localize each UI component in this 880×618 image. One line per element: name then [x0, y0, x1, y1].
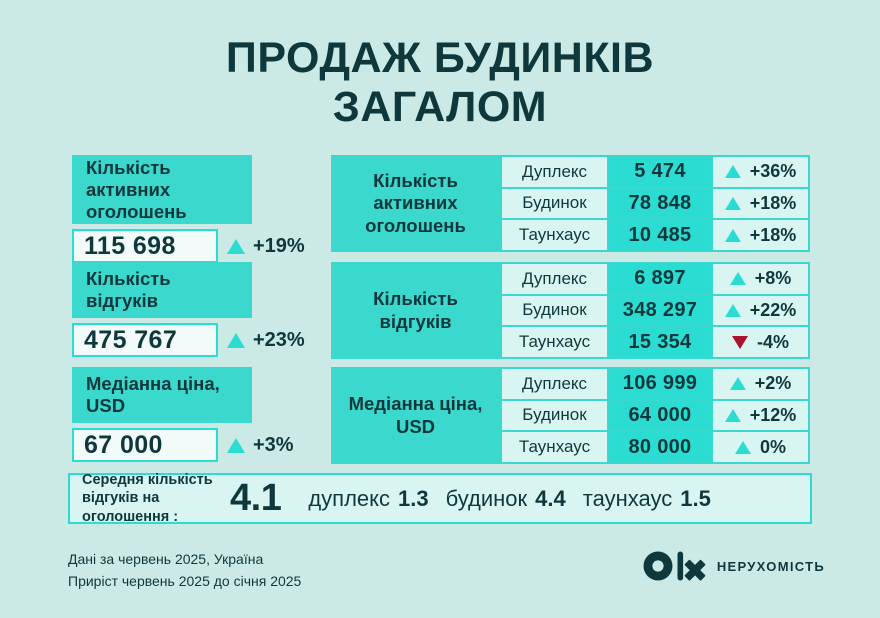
value-cell: 10 485: [609, 220, 711, 250]
stat-card-median-price: Медіанна ціна, USD 67 000 +3%: [72, 367, 327, 462]
stat-card-value-row: 115 698 +19%: [72, 229, 327, 264]
trend-up-icon: [724, 408, 741, 422]
change-cell: +8%: [713, 264, 808, 294]
avg-item-name: дуплекс: [308, 485, 391, 511]
value-cell: 78 848: [609, 188, 711, 219]
change-value: -4%: [756, 331, 789, 352]
change-value: +23%: [253, 328, 305, 351]
table-label: Кількість активних оголошень: [365, 170, 466, 236]
avg-item-value: 1.3: [398, 485, 429, 511]
footnote-line1: Дані за червень 2025, Україна: [68, 551, 264, 567]
category-cell: Будинок: [502, 295, 607, 326]
change-cell: +12%: [713, 400, 808, 431]
trend-up-icon: [724, 228, 741, 242]
trend-up-icon: [734, 440, 751, 454]
stat-card-change: +23%: [227, 329, 305, 352]
change-value: +12%: [749, 404, 797, 425]
page-title-line2: ЗАГАЛОМ: [332, 83, 548, 131]
stat-card-change: +3%: [227, 434, 294, 457]
olx-logo-icon: [643, 551, 706, 581]
stat-card-value-row: 475 767 +23%: [72, 323, 327, 357]
trend-up-icon: [227, 238, 245, 254]
breakdown-table-responses: Кількість відгуків Дуплекс 6 897 +8% Буд…: [331, 262, 810, 359]
trend-up-icon: [724, 303, 741, 317]
trend-up-icon: [724, 196, 741, 210]
change-value: +18%: [749, 224, 797, 245]
trend-up-icon: [724, 165, 741, 179]
change-cell: +2%: [713, 369, 808, 399]
trend-down-icon: [731, 335, 748, 349]
change-cell: +36%: [713, 157, 808, 187]
stat-card-label: Кількість відгуків: [72, 262, 252, 318]
value-cell: 348 297: [609, 295, 711, 326]
change-value: +18%: [749, 192, 797, 213]
stat-card-label: Кількість активних оголошень: [72, 155, 252, 225]
stat-card-responses: Кількість відгуків 475 767 +23%: [72, 262, 327, 357]
category-cell: Таунхаус: [502, 220, 607, 250]
stat-card-active-listings: Кількість активних оголошень 115 698 +19…: [72, 155, 327, 264]
breakdown-table-median-price: Медіанна ціна, USD Дуплекс 106 999 +2% Б…: [331, 367, 810, 464]
change-cell: +22%: [713, 295, 808, 326]
value-cell: 64 000: [609, 400, 711, 431]
avg-overall-value: 4.1: [230, 477, 282, 519]
value-cell: 6 897: [609, 264, 711, 294]
trend-up-icon: [227, 332, 245, 348]
stat-card-value-row: 67 000 +3%: [72, 428, 327, 462]
category-cell: Дуплекс: [502, 369, 607, 399]
value-cell: 5 474: [609, 157, 711, 187]
change-value: +19%: [253, 234, 305, 257]
avg-responses-bar: Середня кількість відгуків на оголошення…: [68, 472, 812, 525]
value-cell: 15 354: [609, 327, 711, 357]
breakdown-table-active-listings: Кількість активних оголошень Дуплекс 5 4…: [331, 155, 810, 252]
trend-up-icon: [729, 377, 746, 391]
change-cell: +18%: [713, 220, 808, 250]
table-grid: Дуплекс 106 999 +2% Будинок 64 000 +12% …: [500, 367, 810, 464]
avg-item-house: будинок 4.4: [446, 486, 566, 512]
avg-responses-label: Середня кількість відгуків на оголошення…: [82, 472, 213, 525]
brand: НЕРУХОМІСТЬ: [643, 549, 825, 583]
stat-card-value: 115 698: [72, 229, 218, 264]
change-value: +22%: [749, 299, 797, 320]
change-value: +2%: [754, 373, 792, 394]
category-cell: Дуплекс: [502, 157, 607, 187]
change-value: +8%: [754, 268, 792, 289]
value-cell: 80 000: [609, 432, 711, 462]
change-value: 0%: [759, 436, 786, 457]
brand-label: НЕРУХОМІСТЬ: [716, 558, 825, 574]
stat-card-value: 475 767: [72, 323, 218, 357]
stat-card-value: 67 000: [72, 428, 218, 462]
table-label: Медіанна ціна, USD: [348, 393, 483, 437]
avg-item-value: 4.4: [535, 485, 566, 511]
change-cell: 0%: [713, 432, 808, 462]
change-value: +3%: [253, 433, 294, 456]
category-cell: Будинок: [502, 188, 607, 219]
avg-item-townhouse: таунхаус 1.5: [583, 486, 711, 512]
avg-item-value: 1.5: [680, 485, 711, 511]
footnote: Дані за червень 2025, Україна Приріст че…: [68, 548, 301, 592]
avg-item-name: таунхаус: [582, 485, 673, 511]
footnote-line2: Приріст червень 2025 до січня 2025: [68, 573, 302, 589]
trend-up-icon: [227, 437, 245, 453]
avg-item-duplex: дуплекс 1.3: [308, 486, 428, 512]
avg-item-name: будинок: [445, 485, 528, 511]
page-title: ПРОДАЖ БУДИНКІВ ЗАГАЛОМ: [0, 34, 880, 132]
category-cell: Таунхаус: [502, 327, 607, 357]
stat-card-label: Медіанна ціна, USD: [72, 367, 252, 423]
value-cell: 106 999: [609, 369, 711, 399]
table-grid: Дуплекс 6 897 +8% Будинок 348 297 +22% Т…: [500, 262, 810, 359]
change-cell: +18%: [713, 188, 808, 219]
stat-card-change: +19%: [227, 235, 305, 258]
table-label: Кількість відгуків: [373, 288, 458, 332]
category-cell: Таунхаус: [502, 432, 607, 462]
category-cell: Будинок: [502, 400, 607, 431]
change-value: +36%: [749, 161, 797, 182]
page-title-line1: ПРОДАЖ БУДИНКІВ: [225, 34, 655, 82]
category-cell: Дуплекс: [502, 264, 607, 294]
change-cell: -4%: [713, 327, 808, 357]
trend-up-icon: [729, 272, 746, 286]
table-grid: Дуплекс 5 474 +36% Будинок 78 848 +18% Т…: [500, 155, 810, 252]
